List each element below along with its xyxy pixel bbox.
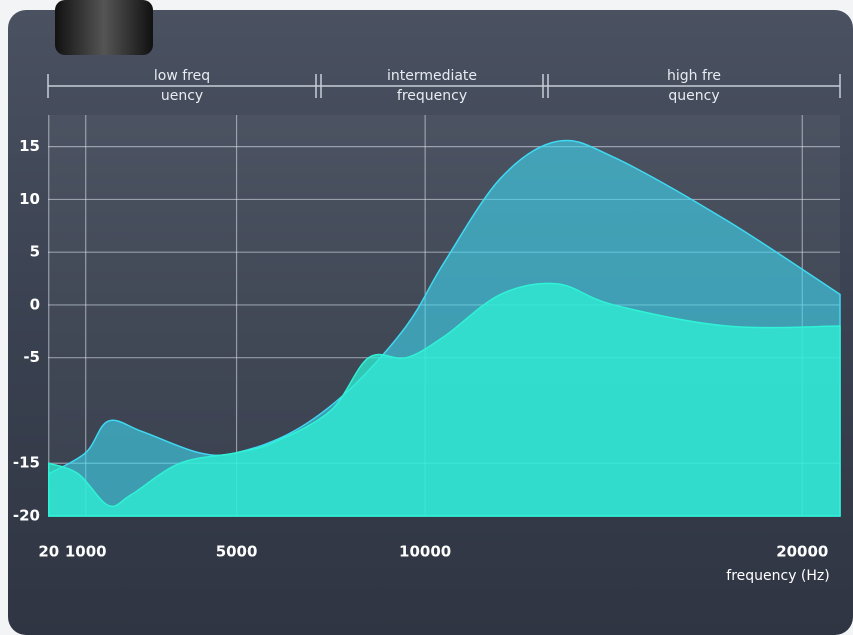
band-label: high fre — [667, 68, 721, 84]
plot: low freq uency intermediate frequency high f… — [13, 68, 841, 561]
device — [55, 0, 153, 55]
y-tick-label: 15 — [19, 137, 40, 155]
y-tick-label: -15 — [13, 454, 40, 472]
band-label: frequency — [397, 88, 467, 104]
y-tick-label: -20 — [13, 507, 40, 525]
area — [48, 282, 841, 517]
band-label: quency — [668, 88, 719, 104]
x-tick-label: 20 — [38, 543, 59, 561]
x-tick-label: 1000 — [65, 543, 107, 561]
band-label: uency — [161, 88, 203, 104]
y-tick-label: -5 — [23, 348, 40, 366]
y-tick-label: 5 — [30, 243, 40, 261]
band-label: intermediate — [387, 68, 477, 84]
y-tick-label: 10 — [19, 190, 40, 208]
y-tick-label: 0 — [30, 295, 40, 313]
x-axis-label: frequency (Hz) — [726, 568, 829, 584]
x-tick-label: 5000 — [216, 543, 258, 561]
x-tick-label: 20000 — [776, 543, 828, 561]
band-label: low freq — [154, 68, 210, 84]
band-brackets — [47, 74, 841, 98]
x-tick-label: 10000 — [399, 543, 451, 561]
